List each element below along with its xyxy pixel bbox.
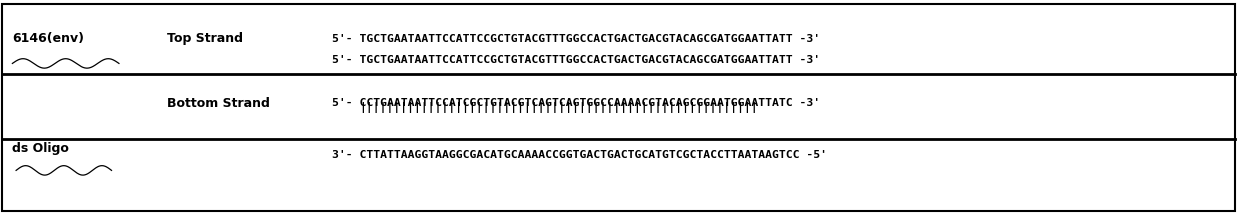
Text: Top Strand: Top Strand <box>167 32 243 45</box>
Text: Bottom Strand: Bottom Strand <box>167 97 270 110</box>
Text: 3'- CTTATTAAGGTAAGGCGACATGCAAAACCGGTGACTGACTGCATGTCGCTACCTTAATAAGTCC -5': 3'- CTTATTAAGGTAAGGCGACATGCAAAACCGGTGACT… <box>332 150 828 160</box>
Text: ds Oligo: ds Oligo <box>12 142 69 155</box>
Text: ||||||||||||||||||||||||||||||||||||||||||||||||||||||||||: ||||||||||||||||||||||||||||||||||||||||… <box>359 102 758 113</box>
Text: 5'- TGCTGAATAATTCCATTCCGCTGTACGTTTGGCCACTGACTGACGTACAGCGATGGAATTATT -3': 5'- TGCTGAATAATTCCATTCCGCTGTACGTTTGGCCAC… <box>332 34 820 44</box>
Text: 5'- TGCTGAATAATTCCATTCCGCTGTACGTTTGGCCACTGACTGACGTACAGCGATGGAATTATT -3': 5'- TGCTGAATAATTCCATTCCGCTGTACGTTTGGCCAC… <box>332 55 820 65</box>
Text: 6146(env): 6146(env) <box>12 32 84 45</box>
Text: 5'- CCTGAATAATTCCATCGCTGTACGTCAGTCAGTGGCCAAAACGTACAGCGGAATGGAATTATC -3': 5'- CCTGAATAATTCCATCGCTGTACGTCAGTCAGTGGC… <box>332 98 820 108</box>
